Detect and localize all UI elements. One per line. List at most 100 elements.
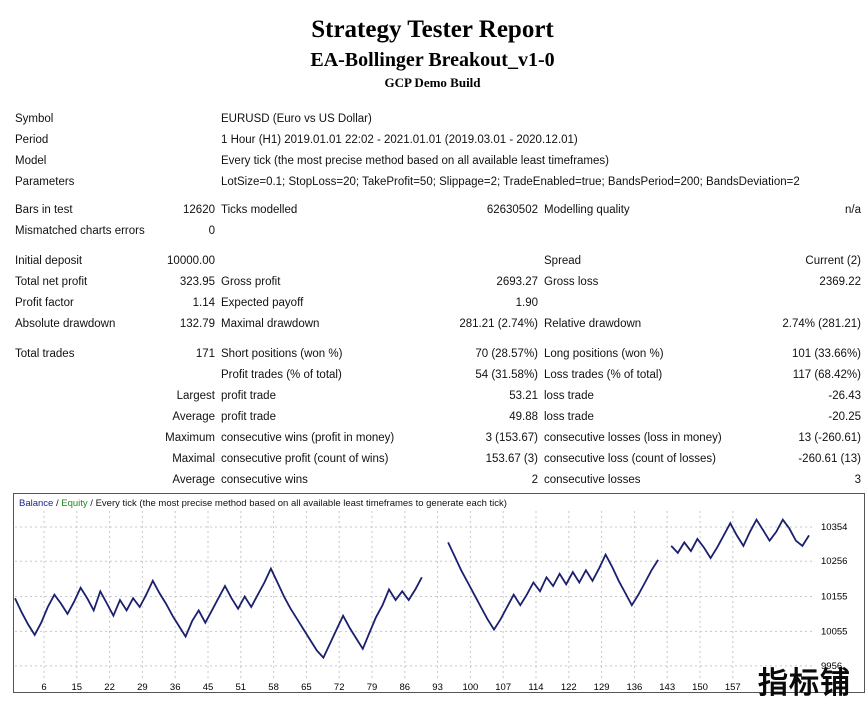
balance-line	[447, 542, 659, 632]
x-tick-label: 150	[692, 682, 708, 693]
x-tick-label: 58	[268, 682, 279, 693]
y-tick-label: 10256	[821, 556, 847, 567]
bars-value: 12620	[183, 204, 215, 216]
average2-label: Average	[172, 474, 215, 486]
ticks-value: 62630502	[486, 204, 538, 216]
legend-desc: / Every tick (the most precise method ba…	[88, 498, 507, 509]
report-title: Strategy Tester Report	[311, 16, 554, 43]
symbol-label: Symbol	[15, 113, 54, 125]
total-trades-value: 171	[195, 348, 215, 360]
ea-name: EA-Bollinger Breakout_v1-0	[310, 49, 555, 71]
profit-trades-label: Profit trades (% of total)	[221, 369, 342, 381]
model-value: Every tick (the most precise method base…	[221, 155, 609, 167]
spread-label: Spread	[544, 255, 582, 267]
maximal-label: Maximal	[172, 453, 215, 465]
ticks-label: Ticks modelled	[221, 204, 298, 216]
maximal-consec-loss-value: -260.61 (13)	[798, 453, 861, 465]
symbol-value: EURUSD (Euro vs US Dollar)	[221, 113, 372, 125]
gross-loss-label: Gross loss	[544, 276, 599, 288]
profit-factor-label: Profit factor	[15, 297, 74, 309]
average-label: Average	[172, 411, 215, 423]
net-profit-label: Total net profit	[15, 276, 88, 288]
average-loss-value: -20.25	[828, 411, 861, 423]
legend-balance: Balance	[19, 498, 53, 509]
svg-text:Balance / Equity / Every tick: Balance / Equity / Every tick (the most …	[19, 498, 507, 509]
loss-trades-value: 117 (68.42%)	[792, 369, 861, 381]
expected-payoff-label: Expected payoff	[221, 297, 304, 309]
model-label: Model	[15, 155, 47, 167]
long-positions-label: Long positions (won %)	[544, 348, 664, 360]
deposit-label: Initial deposit	[15, 255, 83, 267]
short-positions-label: Short positions (won %)	[221, 348, 343, 360]
abs-drawdown-label: Absolute drawdown	[15, 318, 116, 330]
net-profit-value: 323.95	[179, 276, 215, 288]
x-tick-label: 86	[400, 682, 411, 693]
avg-consec-losses-label: consecutive losses	[544, 474, 641, 486]
largest-label: Largest	[176, 390, 215, 402]
x-tick-label: 136	[626, 682, 642, 693]
spread-value: Current (2)	[805, 255, 861, 267]
largest-profit-value: 53.21	[509, 390, 538, 402]
avg-consec-wins-value: 2	[531, 474, 538, 486]
legend-sep: /	[53, 498, 61, 509]
balance-chart: Balance / Equity / Every tick (the most …	[13, 493, 865, 693]
abs-drawdown-value: 132.79	[179, 318, 215, 330]
chart-grid	[15, 511, 813, 679]
balance-line	[670, 517, 810, 560]
x-tick-label: 36	[170, 682, 181, 693]
x-tick-label: 122	[561, 682, 577, 693]
y-tick-label: 10354	[821, 522, 847, 533]
max-drawdown-label: Maximal drawdown	[221, 318, 320, 330]
x-tick-label: 114	[528, 682, 543, 693]
total-trades-label: Total trades	[15, 348, 75, 360]
profit-trades-value: 54 (31.58%)	[475, 369, 538, 381]
x-tick-label: 93	[432, 682, 443, 693]
server-name: GCP Demo Build	[384, 75, 481, 90]
max-drawdown-value: 281.21 (2.74%)	[459, 318, 538, 330]
maximal-consec-loss-label: consecutive loss (count of losses)	[544, 453, 716, 465]
expected-payoff-value: 1.90	[515, 297, 538, 309]
avg-consec-wins-label: consecutive wins	[221, 474, 308, 486]
x-tick-label: 72	[334, 682, 345, 693]
x-tick-label: 22	[104, 682, 115, 693]
y-tick-label: 9956	[821, 661, 842, 672]
period-label: Period	[15, 134, 49, 146]
quality-value: n/a	[845, 204, 861, 216]
loss-trades-label: Loss trades (% of total)	[544, 369, 663, 381]
mismatch-label: Mismatched charts errors	[15, 225, 145, 237]
average-profit-value: 49.88	[509, 411, 538, 423]
deposit-value: 10000.00	[167, 255, 215, 267]
maximum-label: Maximum	[165, 432, 215, 444]
x-tick-label: 6	[41, 682, 46, 693]
x-tick-label: 157	[725, 682, 741, 693]
short-positions-value: 70 (28.57%)	[475, 348, 538, 360]
period-value: 1 Hour (H1) 2019.01.01 22:02 - 2021.01.0…	[221, 134, 578, 146]
largest-loss-label: loss trade	[544, 390, 594, 402]
x-tick-label: 51	[236, 682, 247, 693]
y-tick-label: 10055	[821, 626, 847, 637]
x-tick-label: 107	[495, 682, 511, 693]
gross-loss-value: 2369.22	[819, 276, 861, 288]
profit-factor-value: 1.14	[192, 297, 215, 309]
watermark: 指标铺	[758, 666, 851, 701]
mismatch-value: 0	[208, 225, 215, 237]
bars-label: Bars in test	[15, 204, 73, 216]
parameters-value: LotSize=0.1; StopLoss=20; TakeProfit=50;…	[221, 176, 800, 188]
max-consec-wins-value: 3 (153.67)	[485, 432, 538, 444]
balance-line	[14, 566, 423, 660]
gross-profit-value: 2693.27	[496, 276, 538, 288]
average-profit-label: profit trade	[221, 411, 276, 423]
legend-equity: Equity	[61, 498, 88, 509]
largest-profit-label: profit trade	[221, 390, 276, 402]
max-consec-losses-label: consecutive losses (loss in money)	[544, 432, 722, 444]
balance-line-group	[14, 517, 810, 660]
long-positions-value: 101 (33.66%)	[791, 348, 861, 360]
x-tick-label: 143	[659, 682, 675, 693]
average-loss-label: loss trade	[544, 411, 594, 423]
largest-loss-value: -26.43	[828, 390, 861, 402]
x-tick-label: 79	[367, 682, 378, 693]
y-tick-labels: 10354 10256 10155 10055 9956	[821, 522, 847, 672]
rel-drawdown-value: 2.74% (281.21)	[782, 318, 861, 330]
max-consec-wins-label: consecutive wins (profit in money)	[221, 432, 395, 444]
x-tick-label: 29	[137, 682, 148, 693]
